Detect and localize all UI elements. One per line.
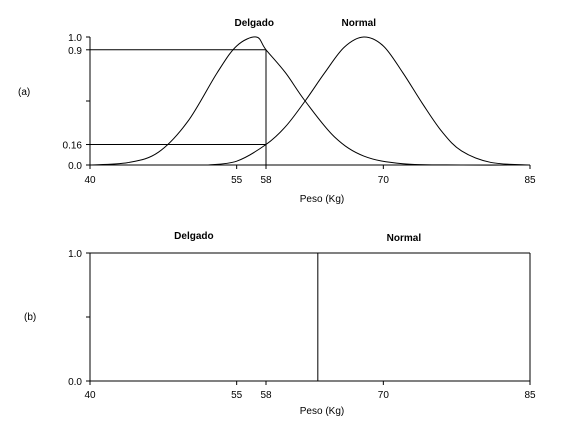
panel-a-y-tick-label: 0.16 [63,141,83,152]
panel-b-y-tick-label: 1.0 [68,249,82,260]
panel-b-x-tick-label: 85 [524,390,536,401]
panel-b-x-axis-label: Peso (Kg) [300,406,344,417]
panel-a-x-tick-label: 70 [378,175,390,186]
panel-a-y-tick-label: 0.0 [68,161,82,172]
panel-a-x-tick-label: 55 [231,175,243,186]
panel-a-y-tick-label: 0.9 [68,46,82,57]
panel-a-label: (a) [18,87,30,98]
panel-b-y-tick-label: 0.0 [68,377,82,388]
series-label-normal-b: Normal [387,233,422,244]
series-line-delgado [89,36,531,166]
panel-b: (b) Delgado Normal 40 55 58 70 85 0.0 1.0 Peso… [24,231,536,417]
panel-a-x-tick-label: 40 [84,175,96,186]
panel-b-x-tick-label: 58 [260,390,272,401]
series-label-normal: Normal [342,18,377,29]
panel-b-x-tick-label: 70 [378,390,390,401]
panel-a-x-tick-label: 58 [260,175,272,186]
panel-b-x-tick-label: 40 [84,390,96,401]
series-label-delgado: Delgado [234,18,273,29]
panel-a-x-tick-label: 85 [524,175,536,186]
panel-a-y-tick-label: 1.0 [68,33,82,44]
series-line-normal [207,36,531,166]
panel-b-x-tick-label: 55 [231,390,243,401]
series-label-delgado-b: Delgado [174,231,213,242]
panel-b-label: (b) [24,312,36,323]
panel-a-x-axis-label: Peso (Kg) [300,194,344,205]
panel-a: (a) Delgado Normal 40 55 58 70 85 0.0 0.16 0.9 1… [18,18,536,205]
